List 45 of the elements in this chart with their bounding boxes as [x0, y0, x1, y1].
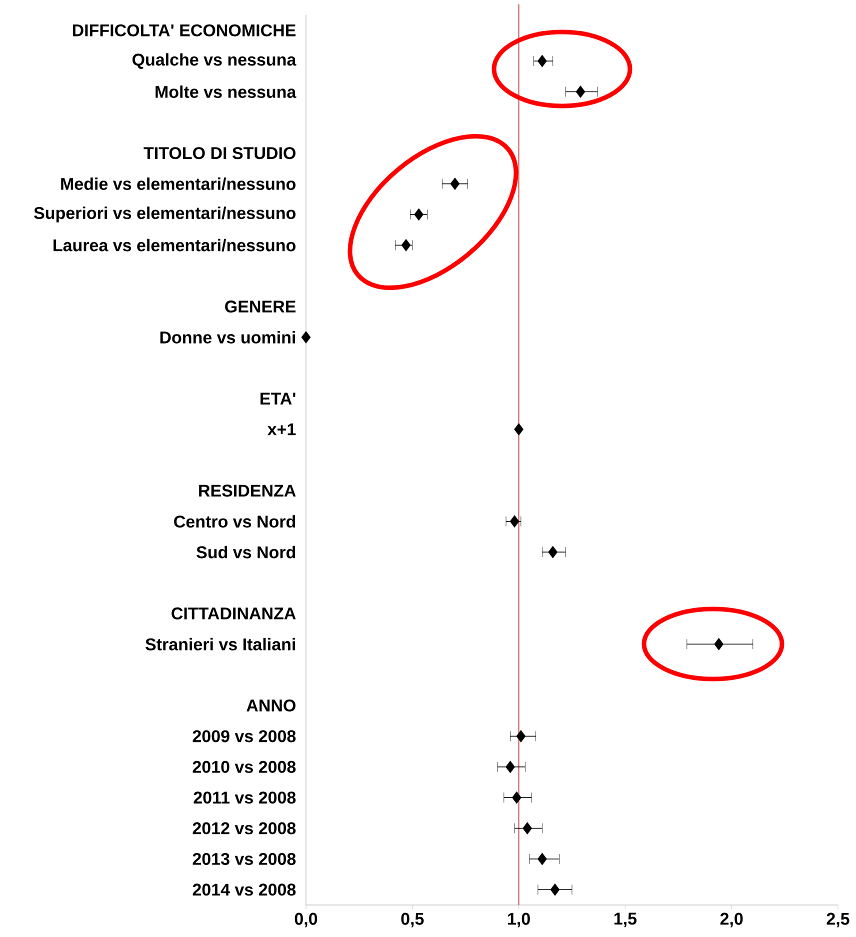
point [301, 331, 311, 344]
point [550, 883, 560, 896]
y-tick-label: x+1 [267, 423, 296, 436]
x-tick-label: 1,5 [614, 912, 637, 928]
point [548, 546, 558, 558]
y-tick-label: RESIDENZA [199, 484, 296, 497]
x-tick-label: 0,0 [294, 912, 318, 928]
x-tick-label: 2,0 [720, 912, 743, 928]
y-tick-label: CITTADINANZA [172, 607, 296, 620]
point [514, 423, 524, 436]
point [506, 760, 515, 774]
y-tick-label: Qualche vs nessuna [132, 53, 296, 69]
y-tick-label: Laurea vs elementari/nessuno [54, 238, 296, 252]
point [512, 791, 522, 804]
point [576, 86, 586, 98]
point [510, 515, 520, 528]
y-tick-label: Donne vs uomini [160, 331, 295, 344]
y-tick-label: 2014 vs 2008 [192, 884, 296, 896]
y-tick-label: Superiori vs elementari/nessuno [34, 206, 296, 222]
y-tick-label: 2011 vs 2008 [194, 792, 296, 804]
y-tick-label: TITOLO DI STUDIO [144, 147, 296, 160]
point [516, 730, 526, 742]
x-tick-label: 1,0 [508, 912, 530, 928]
x-tick-label: 2,5 [826, 912, 850, 928]
y-tick-label: Sud vs Nord [196, 546, 296, 558]
point [522, 822, 532, 834]
y-tick-label: 2012 vs 2008 [192, 822, 296, 834]
y-tick-label: Medie vs elementari/nessuno [61, 177, 296, 190]
point [414, 208, 424, 221]
y-tick-label: DIFFICOLTA' ECONOMICHE [72, 24, 296, 36]
point [401, 238, 411, 252]
y-tick-label: Stranieri vs Italiani [146, 638, 295, 650]
y-tick-label: Centro vs Nord [174, 515, 296, 528]
y-tick-label: GENERE [225, 300, 296, 313]
point [538, 852, 547, 866]
point [714, 638, 724, 650]
y-tick-label: ETA' [260, 392, 296, 404]
y-tick-label: Molte vs nessuna [156, 86, 296, 98]
y-tick-label: 2009 vs 2008 [192, 730, 296, 742]
y-tick-label: 2013 vs 2008 [192, 852, 296, 865]
point [538, 54, 547, 68]
x-tick-label: 0,5 [401, 912, 424, 928]
y-tick-label: ANNO [246, 700, 296, 712]
point [450, 178, 460, 190]
y-tick-label: 2010 vs 2008 [192, 760, 296, 773]
